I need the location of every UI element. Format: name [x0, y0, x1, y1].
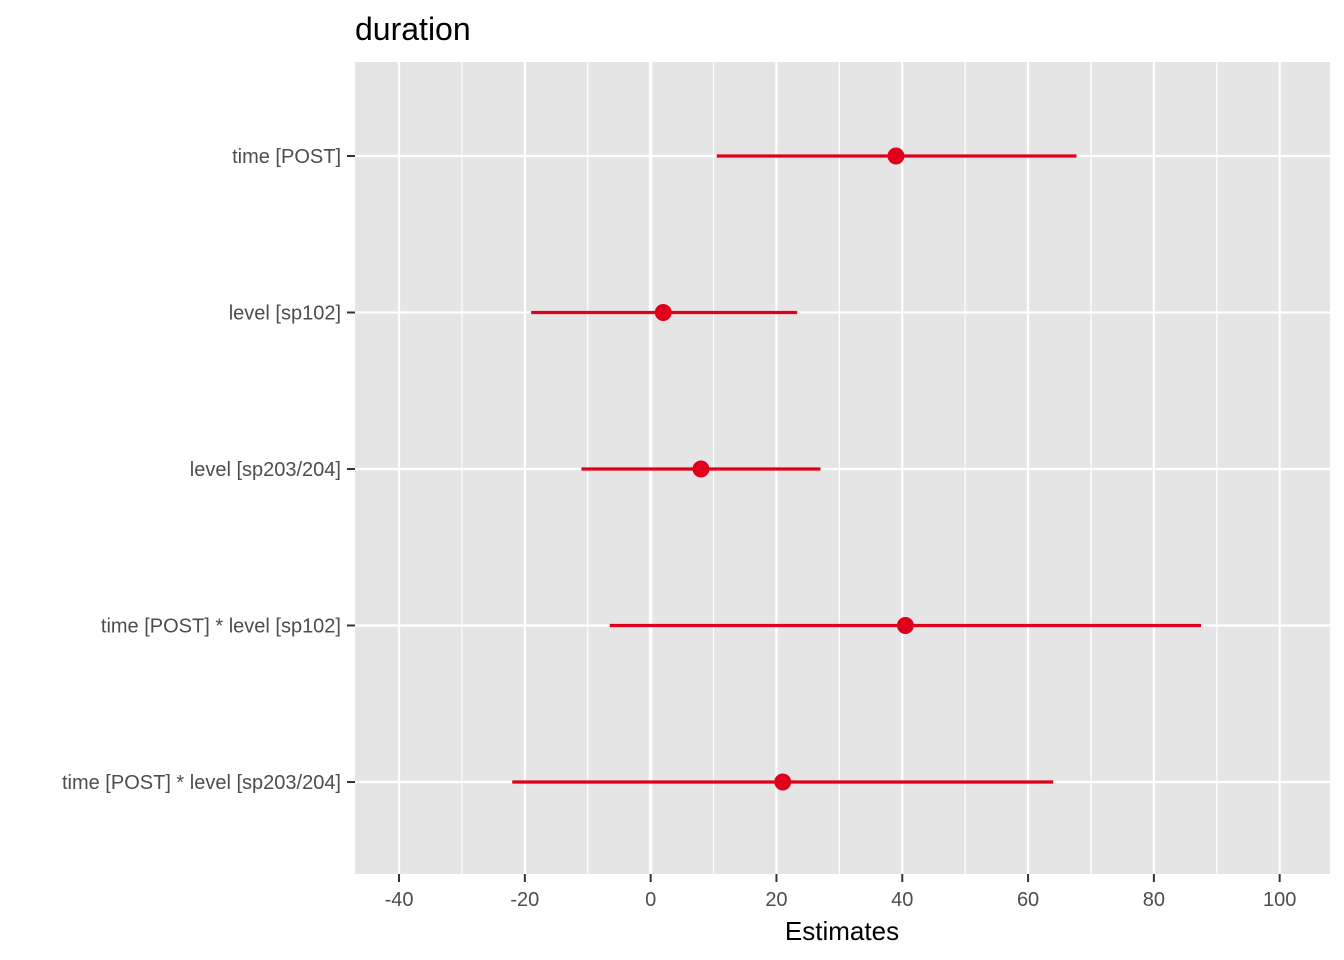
x-tick-label: -20	[510, 889, 539, 911]
x-tick-label: 100	[1263, 889, 1296, 911]
x-tick-label: 60	[1017, 889, 1039, 911]
estimate-point	[654, 304, 672, 321]
x-tick-label: -40	[385, 889, 414, 911]
y-axis: time [POST] level [sp102] level [sp203/204…	[62, 146, 355, 794]
x-tick-label: 40	[891, 889, 913, 911]
y-tick-label: level [sp102]	[229, 303, 341, 325]
estimate-point	[692, 460, 710, 478]
estimate-point	[896, 617, 914, 634]
y-tick-label: level [sp203/204]	[190, 459, 341, 481]
x-tick-label: 0	[645, 889, 656, 911]
x-tick-label: 20	[765, 889, 787, 911]
estimate-point	[774, 773, 792, 791]
estimate-marks	[512, 147, 1202, 791]
chart-title: duration	[355, 11, 471, 47]
y-tick-label: time [POST] * level [sp203/204]	[62, 772, 341, 794]
y-tick-label: time [POST] * level [sp102]	[101, 616, 341, 638]
x-axis-title: Estimates	[785, 916, 899, 946]
estimate-point	[887, 147, 905, 165]
x-axis: -40 -20 0 20 40 60 80 100	[385, 874, 1296, 911]
y-tick-label: time [POST]	[232, 146, 341, 168]
x-tick-label: 80	[1143, 889, 1165, 911]
